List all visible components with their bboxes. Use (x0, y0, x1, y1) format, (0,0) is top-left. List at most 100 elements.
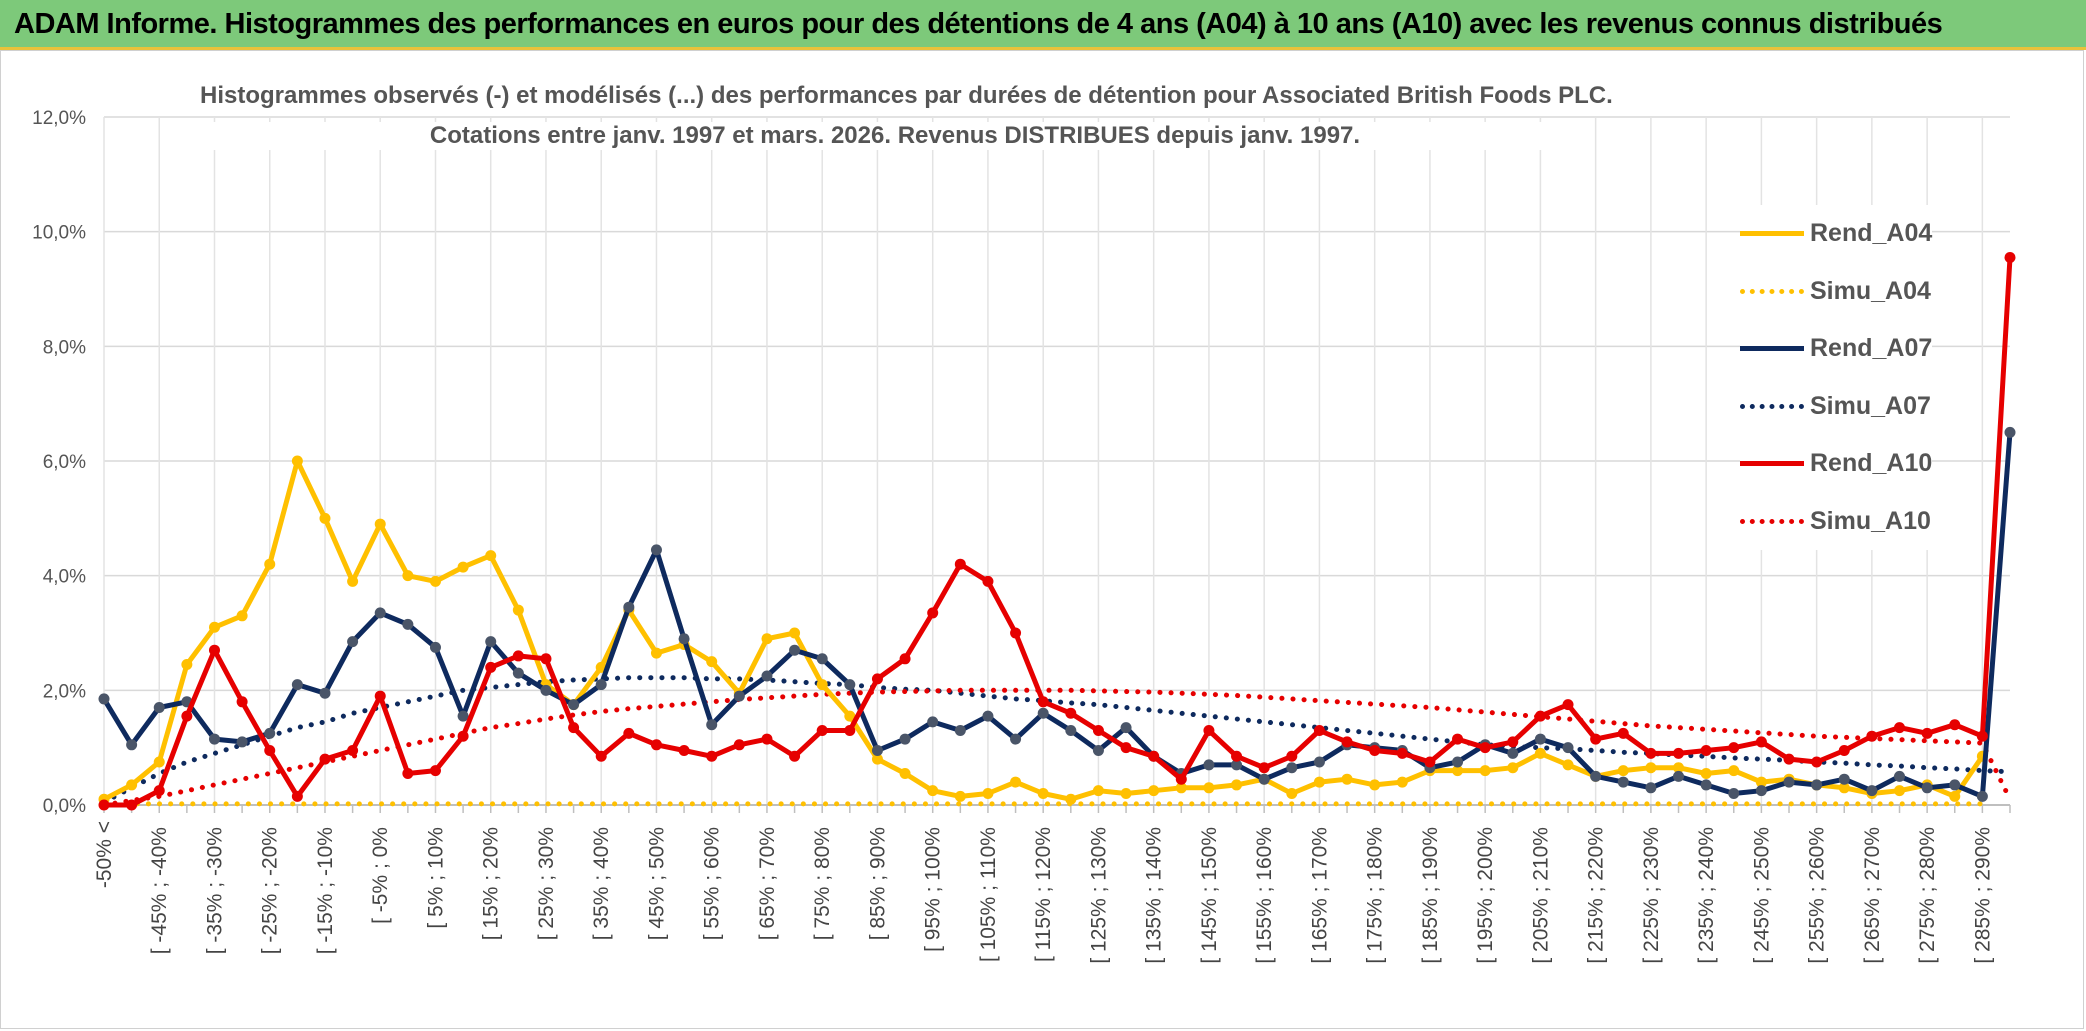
point-rend-a04 (844, 710, 856, 722)
point-rend-a10 (1645, 747, 1657, 759)
x-tick-label: [ 15% ; 20% (480, 827, 503, 940)
point-rend-a04 (1838, 782, 1850, 794)
point-rend-a10 (1175, 773, 1187, 785)
x-tick-label: [ 155% ; 160% (1253, 827, 1276, 964)
point-rend-a07 (1894, 770, 1906, 782)
point-rend-a04 (816, 679, 828, 691)
point-rend-a07 (2004, 426, 2016, 438)
point-rend-a07 (1231, 759, 1243, 771)
point-rend-a10 (1949, 719, 1961, 731)
point-rend-a07 (1673, 770, 1685, 782)
x-tick-label: [ 95% ; 100% (922, 827, 945, 952)
point-rend-a04 (1341, 773, 1353, 785)
point-rend-a07 (1617, 776, 1629, 788)
point-rend-a07 (540, 684, 552, 696)
point-rend-a10 (1783, 753, 1795, 765)
point-rend-a10 (623, 727, 635, 739)
point-rend-a04 (1894, 785, 1906, 797)
point-rend-a10 (126, 799, 138, 811)
legend-swatch (1740, 231, 1804, 237)
y-tick-label: 0,0% (43, 796, 86, 817)
point-rend-a10 (347, 745, 359, 757)
point-rend-a10 (1617, 727, 1629, 739)
point-rend-a10 (761, 733, 773, 745)
point-rend-a07 (512, 667, 524, 679)
point-rend-a10 (1148, 750, 1160, 762)
chart-frame (0, 50, 2084, 1029)
point-rend-a10 (706, 750, 718, 762)
x-tick-label: [ 225% ; 230% (1640, 827, 1663, 964)
point-rend-a10 (595, 750, 607, 762)
point-rend-a07 (291, 679, 303, 691)
point-rend-a10 (1479, 742, 1491, 754)
point-rend-a04 (1452, 765, 1464, 777)
x-tick-label: [ -45% ; -40% (148, 827, 171, 954)
point-rend-a04 (1231, 779, 1243, 791)
x-tick-label: [ 55% ; 60% (701, 827, 724, 940)
point-rend-a04 (1617, 765, 1629, 777)
point-rend-a04 (1148, 785, 1160, 797)
legend-label: Simu_A07 (1810, 391, 1931, 420)
point-rend-a04 (1092, 785, 1104, 797)
point-rend-a07 (650, 544, 662, 556)
point-rend-a10 (429, 765, 441, 777)
point-rend-a07 (98, 693, 110, 705)
point-rend-a07 (126, 739, 138, 751)
point-rend-a10 (98, 799, 110, 811)
point-rend-a04 (429, 575, 441, 587)
legend-item: Rend_A10 (1740, 435, 1932, 493)
point-rend-a07 (402, 618, 414, 630)
x-tick-label: [ 285% ; 290% (1971, 827, 1994, 964)
point-rend-a07 (1534, 733, 1546, 745)
series-line-simu-a10 (101, 687, 2013, 808)
y-axis-ticks: 0,0% 2,0% 4,0% 6,0% 8,0% 10,0% 12,0% (32, 108, 86, 817)
point-rend-a10 (1313, 724, 1325, 736)
point-rend-a04 (927, 785, 939, 797)
point-rend-a10 (1369, 745, 1381, 757)
x-tick-label: [ 165% ; 170% (1308, 827, 1331, 964)
point-rend-a07 (623, 601, 635, 613)
point-rend-a07 (678, 633, 690, 645)
point-rend-a04 (954, 790, 966, 802)
legend-item: Simu_A07 (1740, 378, 1932, 436)
y-tick-label: 2,0% (43, 681, 86, 702)
point-rend-a10 (927, 607, 939, 619)
point-rend-a10 (1673, 747, 1685, 759)
point-rend-a10 (457, 730, 469, 742)
point-rend-a04 (1673, 762, 1685, 774)
legend-item: Rend_A04 (1740, 205, 1932, 263)
point-rend-a07 (1590, 770, 1602, 782)
point-rend-a04 (1479, 765, 1491, 777)
point-rend-a04 (126, 779, 138, 791)
point-rend-a07 (1645, 782, 1657, 794)
point-rend-a04 (374, 518, 386, 530)
point-rend-a10 (512, 650, 524, 662)
point-rend-a07 (1700, 779, 1712, 791)
point-rend-a07 (1921, 782, 1933, 794)
point-rend-a10 (402, 767, 414, 779)
x-tick-label: [ 235% ; 240% (1695, 827, 1718, 964)
point-rend-a10 (789, 750, 801, 762)
series-line-rend-a10 (101, 255, 2013, 808)
point-rend-a04 (871, 753, 883, 765)
point-rend-a07 (236, 736, 248, 748)
point-rend-a10 (236, 696, 248, 708)
point-rend-a10 (374, 690, 386, 702)
point-rend-a10 (1562, 699, 1574, 711)
x-tick-label: [ 25% ; 30% (535, 827, 558, 940)
point-rend-a07 (1286, 762, 1298, 774)
point-rend-a10 (1838, 745, 1850, 757)
point-rend-a07 (899, 733, 911, 745)
x-tick-label: [ 275% ; 280% (1916, 827, 1939, 964)
point-rend-a04 (153, 756, 165, 768)
x-tick-label: [ 215% ; 220% (1585, 827, 1608, 964)
point-rend-a07 (927, 716, 939, 728)
point-rend-a10 (1010, 627, 1022, 639)
point-rend-a04 (208, 621, 220, 633)
point-rend-a07 (208, 733, 220, 745)
point-rend-a07 (871, 745, 883, 757)
point-rend-a10 (844, 724, 856, 736)
point-rend-a07 (954, 724, 966, 736)
point-rend-a04 (1010, 776, 1022, 788)
legend-label: Simu_A10 (1810, 506, 1931, 535)
